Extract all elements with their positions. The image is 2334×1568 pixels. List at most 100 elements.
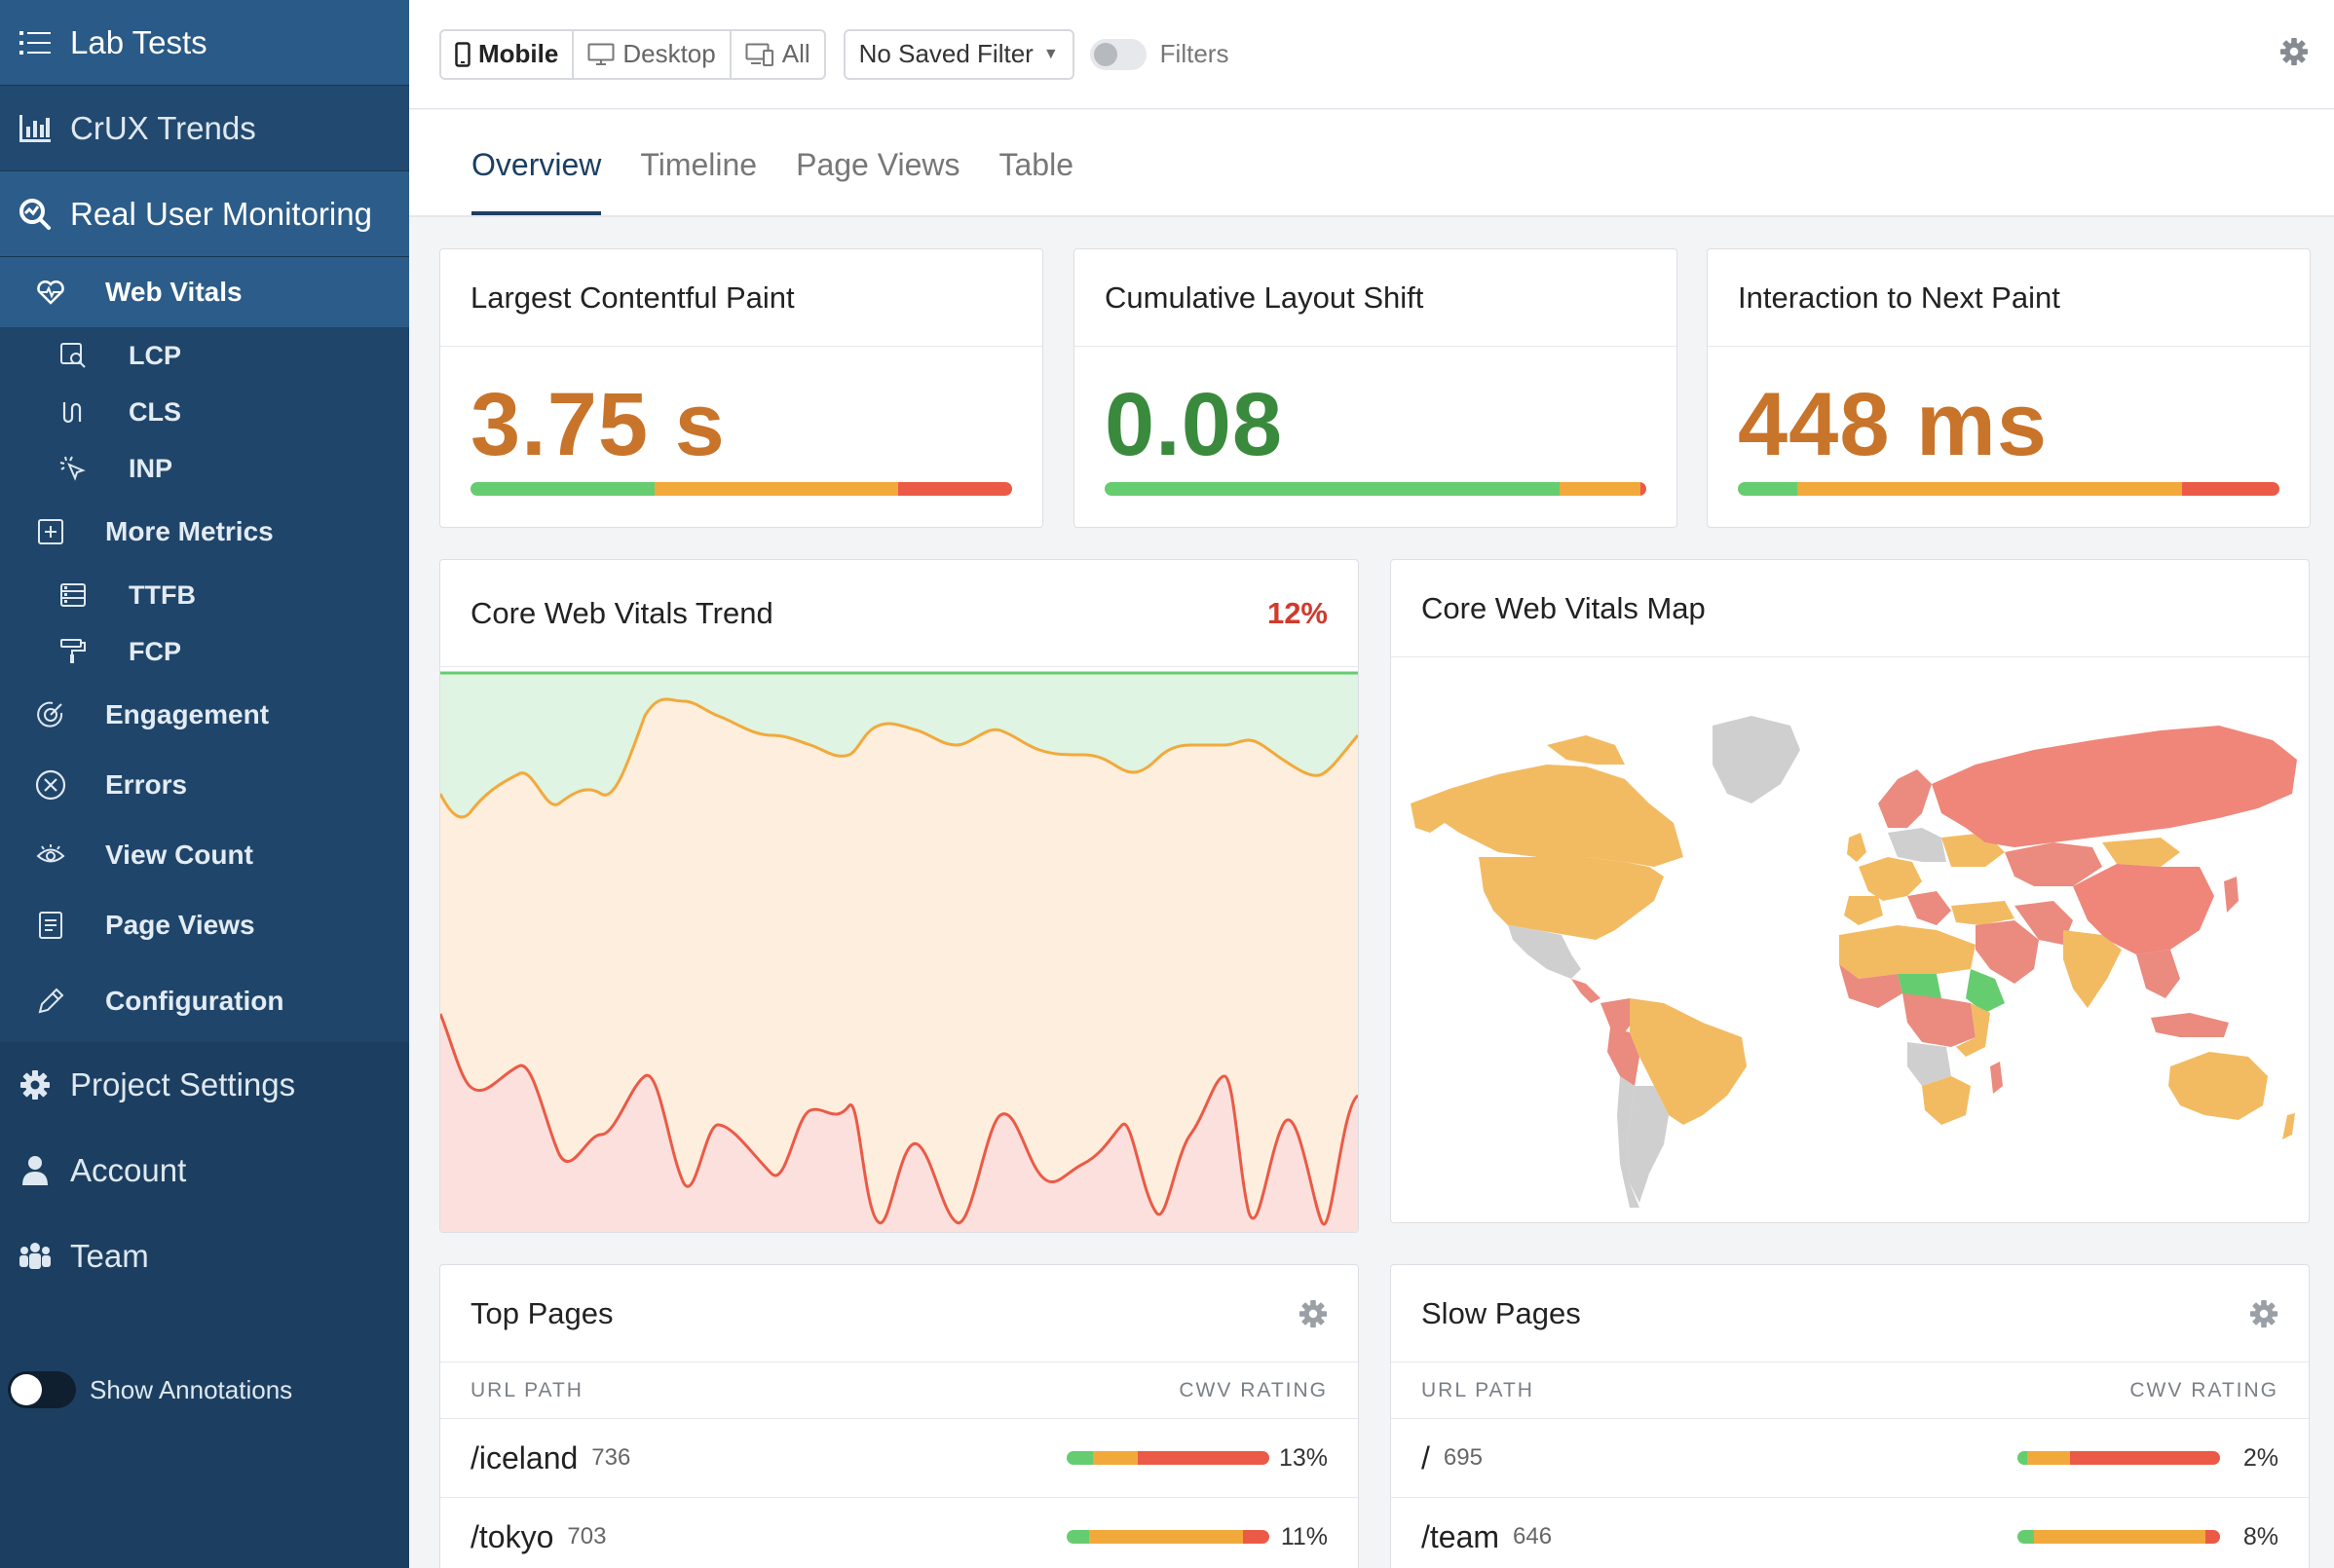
nav-more-metrics[interactable]: More Metrics (0, 497, 409, 567)
trend-area-needs-improvement (440, 699, 1358, 1224)
row-rating-bar (1067, 1530, 1269, 1544)
map-region-brazil (1630, 998, 1747, 1125)
inp-value: 448 ms (1738, 375, 2049, 474)
table-row[interactable]: /tokyo 703 11% (440, 1498, 1358, 1568)
nav-real-user-monitoring[interactable]: Real User Monitoring (0, 171, 409, 257)
nav-label: TTFB (129, 579, 196, 610)
nav-lcp[interactable]: LCP (0, 327, 409, 384)
tab-timeline[interactable]: Timeline (640, 147, 758, 182)
document-icon (35, 910, 66, 941)
annotations-toggle[interactable] (8, 1371, 76, 1408)
filters-toggle[interactable] (1089, 38, 1147, 70)
row-count: 736 (591, 1444, 631, 1471)
card-title: Interaction to Next Paint (1708, 249, 2310, 347)
nav-label: CrUX Trends (70, 109, 256, 146)
nav-cls[interactable]: CLS (0, 384, 409, 440)
nav-web-vitals[interactable]: Web Vitals (0, 257, 409, 327)
map-region-arctic-ca (1547, 735, 1625, 765)
table-header: URL PATH CWV RATING (1391, 1363, 2309, 1419)
bar-chart-icon (18, 111, 53, 146)
nav-label: Account (70, 1152, 187, 1188)
row-count: 646 (1513, 1523, 1553, 1549)
map-region-argentina (1627, 1086, 1669, 1203)
cls-card[interactable]: Cumulative Layout Shift 0.08 (1073, 248, 1677, 528)
map-region-mexico (1508, 925, 1581, 979)
map-region-alaska (1411, 803, 1445, 833)
bar-needs-improvement (2033, 1530, 2206, 1544)
nav-page-views[interactable]: Page Views (0, 890, 409, 960)
layout-shift-icon (58, 397, 88, 427)
nav-lab-tests[interactable]: Lab Tests (0, 0, 409, 86)
nav-label: LCP (129, 340, 181, 370)
row-rating-bar (2017, 1451, 2220, 1465)
map-region-russia (1932, 726, 2297, 847)
settings-gear-icon[interactable] (2279, 37, 2309, 71)
device-mobile-button[interactable]: Mobile (441, 30, 575, 78)
row-path: /team (1421, 1518, 1500, 1554)
nav-label: INP (129, 453, 173, 483)
mobile-icon (455, 41, 471, 67)
col-url-path: URL PATH (471, 1378, 584, 1401)
lcp-card[interactable]: Largest Contentful Paint 3.75 s (439, 248, 1043, 528)
bar-needs-improvement (655, 482, 899, 496)
saved-filter-select[interactable]: No Saved Filter ▼ (843, 28, 1074, 80)
error-circle-icon (35, 769, 66, 801)
map-region-india (2063, 930, 2122, 1008)
map-region-middle-east (1976, 920, 2039, 984)
nav-team[interactable]: Team (0, 1213, 409, 1299)
engagement-icon (35, 699, 66, 730)
nav-account[interactable]: Account (0, 1128, 409, 1213)
trend-percent: 12% (1266, 595, 1328, 630)
col-url-path: URL PATH (1421, 1378, 1534, 1401)
bar-needs-improvement (2027, 1451, 2071, 1465)
bar-poor (1640, 482, 1646, 496)
nav-view-count[interactable]: View Count (0, 820, 409, 890)
map-region-usa (1479, 857, 1664, 940)
map-region-australia (2168, 1052, 2268, 1120)
nav-project-settings[interactable]: Project Settings (0, 1042, 409, 1128)
bar-good (2017, 1451, 2028, 1465)
row-rating-bar (1067, 1451, 1269, 1465)
nav-crux-trends[interactable]: CrUX Trends (0, 86, 409, 171)
nav-label: Project Settings (70, 1066, 296, 1102)
device-label: Mobile (478, 39, 559, 68)
device-all-button[interactable]: All (732, 31, 824, 78)
table-row[interactable]: /team 646 8% (1391, 1498, 2309, 1568)
map-region-scandinavia (1878, 769, 1932, 828)
map-region-kazakhstan (2005, 842, 2102, 886)
inp-card[interactable]: Interaction to Next Paint 448 ms (1707, 248, 2311, 528)
nav-errors[interactable]: Errors (0, 750, 409, 820)
nav-label: FCP (129, 636, 181, 666)
cls-distribution-bar (1105, 482, 1646, 496)
nav-fcp[interactable]: FCP (0, 623, 409, 680)
device-label: Desktop (622, 39, 716, 68)
tab-page-views[interactable]: Page Views (796, 147, 960, 182)
all-devices-icon (745, 43, 773, 66)
row-count: 703 (567, 1523, 607, 1549)
bar-poor (1137, 1451, 1269, 1465)
nav-label: Engagement (105, 699, 270, 729)
table-row[interactable]: / 695 2% (1391, 1419, 2309, 1498)
map-region-china (2073, 864, 2214, 954)
map-region-uk (1847, 833, 1866, 862)
nav-ttfb[interactable]: TTFB (0, 567, 409, 623)
col-cwv-rating: CWV RATING (2129, 1378, 2278, 1401)
device-desktop-button[interactable]: Desktop (574, 30, 732, 78)
table-row[interactable]: /iceland 736 13% (440, 1419, 1358, 1498)
nav-configuration[interactable]: Configuration (0, 960, 409, 1042)
bar-good (1105, 482, 1561, 496)
nav-inp[interactable]: INP (0, 440, 409, 497)
top-pages-gear-icon[interactable] (1299, 1299, 1328, 1328)
filters-label: Filters (1159, 39, 1229, 68)
bar-good (2017, 1530, 2034, 1544)
click-icon (58, 454, 88, 483)
inp-distribution-bar (1738, 482, 2279, 496)
trend-chart (440, 671, 1358, 1232)
cwv-map-card: Core Web Vitals Map (1390, 559, 2310, 1223)
annotations-toggle-row: Show Annotations (8, 1371, 292, 1408)
tab-table[interactable]: Table (998, 147, 1074, 182)
tab-overview[interactable]: Overview (471, 110, 602, 215)
slow-pages-gear-icon[interactable] (2249, 1299, 2278, 1328)
nav-engagement[interactable]: Engagement (0, 680, 409, 750)
caret-down-icon: ▼ (1042, 45, 1059, 62)
